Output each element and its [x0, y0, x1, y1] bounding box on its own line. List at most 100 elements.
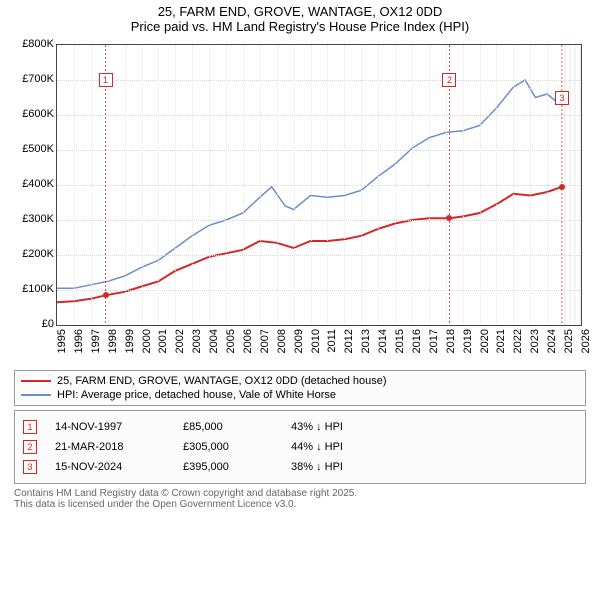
x-axis-labels: 1995199619971998199920002001200220032004…	[56, 326, 580, 366]
y-axis-label: £200K	[12, 248, 54, 260]
x-axis-label: 2009	[293, 329, 305, 353]
gridline-v	[378, 45, 379, 325]
transaction-index-box: 3	[23, 460, 37, 474]
gridline-v	[142, 45, 143, 325]
transaction-row: 2 21-MAR-2018 £305,000 44% ↓ HPI	[23, 437, 577, 457]
gridline-v	[311, 45, 312, 325]
transactions-table: 1 14-NOV-1997 £85,000 43% ↓ HPI 2 21-MAR-2018…	[14, 410, 586, 484]
legend-swatch	[21, 380, 51, 382]
x-axis-label: 2022	[512, 329, 524, 353]
x-axis-label: 2024	[546, 329, 558, 353]
marker-box: 3	[555, 91, 569, 105]
x-axis-label: 2008	[276, 329, 288, 353]
x-axis-label: 2003	[191, 329, 203, 353]
legend-label: HPI: Average price, detached house, Vale…	[57, 389, 336, 401]
x-axis-label: 1999	[124, 329, 136, 353]
gridline-v	[480, 45, 481, 325]
x-axis-label: 2011	[326, 329, 338, 353]
gridline-v	[327, 45, 328, 325]
gridline-h	[57, 115, 581, 116]
y-axis-label: £600K	[12, 108, 54, 120]
gridline-v	[412, 45, 413, 325]
legend-swatch	[21, 394, 51, 396]
y-axis-label: £400K	[12, 178, 54, 190]
gridline-v	[226, 45, 227, 325]
y-axis-label: £500K	[12, 143, 54, 155]
gridline-v	[294, 45, 295, 325]
gridline-v	[429, 45, 430, 325]
x-axis-label: 2010	[310, 329, 322, 353]
x-axis-label: 1995	[56, 329, 68, 353]
gridline-v	[277, 45, 278, 325]
gridline-v	[192, 45, 193, 325]
marker-box: 2	[442, 73, 456, 87]
x-axis-label: 2018	[445, 329, 457, 353]
gridline-v	[530, 45, 531, 325]
transaction-hpi: 44% ↓ HPI	[291, 441, 381, 453]
x-axis-label: 1996	[73, 329, 85, 353]
y-axis-label: £700K	[12, 73, 54, 85]
x-axis-label: 2014	[377, 329, 389, 353]
transaction-row: 1 14-NOV-1997 £85,000 43% ↓ HPI	[23, 417, 577, 437]
legend-label: 25, FARM END, GROVE, WANTAGE, OX12 0DD (…	[57, 375, 387, 387]
transaction-hpi: 43% ↓ HPI	[291, 421, 381, 433]
gridline-v	[175, 45, 176, 325]
x-axis-label: 2021	[495, 329, 507, 353]
x-axis-label: 2020	[479, 329, 491, 353]
x-axis-label: 2006	[242, 329, 254, 353]
gridline-v	[108, 45, 109, 325]
y-axis-label: £0	[12, 318, 54, 330]
x-axis-label: 2000	[141, 329, 153, 353]
gridline-v	[91, 45, 92, 325]
gridline-v	[463, 45, 464, 325]
gridline-v	[243, 45, 244, 325]
x-axis-label: 2002	[174, 329, 186, 353]
transaction-index-box: 2	[23, 440, 37, 454]
gridline-h	[57, 185, 581, 186]
plot-region: 1 2 3	[56, 44, 582, 326]
legend-row: HPI: Average price, detached house, Vale…	[21, 388, 579, 402]
series-price_paid	[57, 187, 562, 302]
gridline-v	[547, 45, 548, 325]
legend: 25, FARM END, GROVE, WANTAGE, OX12 0DD (…	[14, 370, 586, 406]
x-axis-label: 2012	[343, 329, 355, 353]
transaction-date: 14-NOV-1997	[55, 421, 165, 433]
footer-line1: Contains HM Land Registry data © Crown c…	[14, 488, 586, 499]
transaction-price: £305,000	[183, 441, 273, 453]
chart-container: 25, FARM END, GROVE, WANTAGE, OX12 0DD P…	[0, 0, 600, 510]
x-axis-label: 1998	[107, 329, 119, 353]
gridline-h	[57, 220, 581, 221]
x-axis-label: 2016	[411, 329, 423, 353]
gridline-v	[496, 45, 497, 325]
legend-row: 25, FARM END, GROVE, WANTAGE, OX12 0DD (…	[21, 374, 579, 388]
x-axis-label: 2007	[259, 329, 271, 353]
x-axis-label: 2023	[529, 329, 541, 353]
x-axis-label: 2013	[360, 329, 372, 353]
marker-box: 1	[99, 73, 113, 87]
transaction-price: £85,000	[183, 421, 273, 433]
chart-title-line1: 25, FARM END, GROVE, WANTAGE, OX12 0DD	[0, 0, 600, 19]
gridline-v	[260, 45, 261, 325]
gridline-h	[57, 290, 581, 291]
marker-dot	[446, 215, 452, 221]
transaction-date: 21-MAR-2018	[55, 441, 165, 453]
gridline-v	[125, 45, 126, 325]
gridline-v	[446, 45, 447, 325]
chart-area: 123 199519961997199819992000200120022003…	[10, 36, 590, 366]
x-axis-label: 2004	[208, 329, 220, 353]
y-axis-label: £800K	[12, 38, 54, 50]
footer-line2: This data is licensed under the Open Gov…	[14, 499, 586, 510]
y-axis-label: £300K	[12, 213, 54, 225]
x-axis-label: 1997	[90, 329, 102, 353]
gridline-v	[361, 45, 362, 325]
gridline-v	[513, 45, 514, 325]
marker-dot	[559, 184, 565, 190]
marker-dot	[103, 292, 109, 298]
x-axis-label: 2025	[563, 329, 575, 353]
transaction-price: £395,000	[183, 461, 273, 473]
gridline-v	[74, 45, 75, 325]
transaction-hpi: 38% ↓ HPI	[291, 461, 381, 473]
gridline-v	[395, 45, 396, 325]
chart-title-line2: Price paid vs. HM Land Registry's House …	[0, 19, 600, 36]
transaction-index-box: 1	[23, 420, 37, 434]
